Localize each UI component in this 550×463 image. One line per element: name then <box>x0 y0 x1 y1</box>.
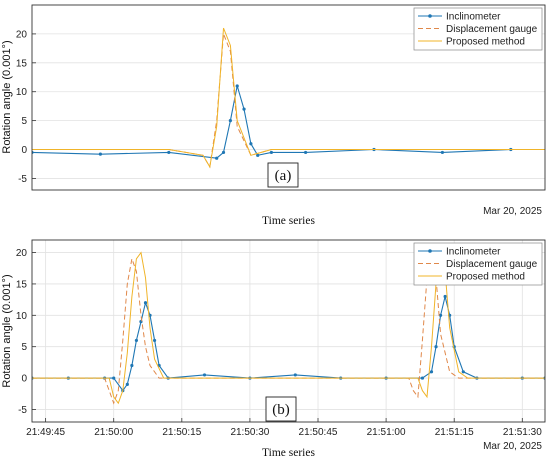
date-label: Mar 20, 2025 <box>483 441 542 452</box>
panel-label-box <box>267 162 299 188</box>
inclinometer-point <box>112 376 116 380</box>
chart-panel-a: -50510152020:10:3020:11:0020:11:3020:12:… <box>1 4 546 227</box>
legend-label: Displacement gauge <box>446 24 538 35</box>
plot-lines <box>32 251 545 405</box>
axes-frame <box>31 239 546 423</box>
inclinometer-point <box>249 142 253 146</box>
x-tick-label: 21:51:00 <box>367 427 406 438</box>
y-tick-label: 5 <box>21 116 27 127</box>
legend-label: Proposed method <box>446 37 525 48</box>
inclinometer-point <box>256 153 260 157</box>
series-line-proposed-method <box>32 251 545 405</box>
y-axis-label: Rotation angle (0.001°) <box>1 40 13 153</box>
inclinometer-point <box>235 84 239 88</box>
date-label: Mar 20, 2025 <box>483 206 542 217</box>
inclinometer-point <box>420 376 425 380</box>
y-tick-label: 20 <box>16 248 28 259</box>
axes-frame <box>31 4 546 191</box>
x-tick-label: 21:51:15 <box>435 427 474 438</box>
inclinometer-point <box>152 338 157 343</box>
chart-panel-b: -5 0 5 10 15 20 21:49:45 21:50:00 21:50:15 21:50:… <box>1 239 546 459</box>
legend-label: Inclinometer <box>446 247 501 258</box>
inclinometer-point <box>269 150 273 155</box>
plot-lines <box>32 27 545 169</box>
y-tick-label: 10 <box>16 311 28 322</box>
x-tick-label: 21:50:15 <box>162 427 201 438</box>
panel-label: (b) <box>272 402 290 418</box>
inclinometer-point <box>434 345 438 349</box>
y-tick-label: -5 <box>18 405 27 416</box>
inclinometer-point <box>440 150 444 155</box>
y-tick-label: 15 <box>16 58 28 69</box>
y-tick-label: 0 <box>21 145 27 156</box>
inclinometer-point <box>167 150 171 155</box>
inclinometer-point <box>429 370 434 374</box>
inclinometer-point <box>228 119 232 123</box>
panel-label: (a) <box>275 168 292 184</box>
y-tick-label: -5 <box>18 174 27 185</box>
inclinometer-point <box>304 150 308 155</box>
inclinometer-point <box>125 382 129 386</box>
panel-label-box <box>265 396 297 422</box>
inclinometer-point <box>293 373 297 377</box>
x-tick-label: 21:51:30 <box>503 427 542 438</box>
x-tick-label: 21:50:00 <box>94 427 133 438</box>
x-axis-label: Time series <box>262 447 315 459</box>
inclinometer-point <box>242 107 246 111</box>
y-tick-label: 20 <box>16 29 28 40</box>
y-tick-label: 15 <box>16 279 28 290</box>
legend-marker <box>428 249 432 253</box>
inclinometer-point <box>215 156 219 160</box>
legend-label: Proposed method <box>446 272 525 283</box>
x-axis-label: Time series <box>262 215 315 227</box>
y-axis-label: Rotation angle (0.001°) <box>1 274 13 387</box>
legend-label: Inclinometer <box>446 12 501 23</box>
series-line-inclinometer <box>32 85 545 159</box>
x-tick-label: 21:49:45 <box>26 427 65 438</box>
x-tick-label: 21:50:30 <box>230 427 269 438</box>
inclinometer-point <box>202 373 207 377</box>
legend-marker <box>428 14 432 18</box>
inclinometer-point <box>438 313 443 317</box>
x-tick-label: 21:50:45 <box>299 427 338 438</box>
y-tick-label: 5 <box>21 342 27 353</box>
inclinometer-point <box>443 294 447 299</box>
series-line-proposed-method <box>32 27 545 169</box>
inclinometer-point <box>134 338 139 343</box>
inclinometer-point <box>461 370 465 374</box>
inclinometer-point <box>221 150 226 155</box>
y-tick-label: 0 <box>21 374 27 385</box>
inclinometer-point <box>98 152 102 156</box>
y-tick-label: 10 <box>16 87 28 98</box>
legend-label: Displacement gauge <box>446 259 538 270</box>
inclinometer-point <box>130 363 134 368</box>
inclinometer-point <box>143 301 148 305</box>
